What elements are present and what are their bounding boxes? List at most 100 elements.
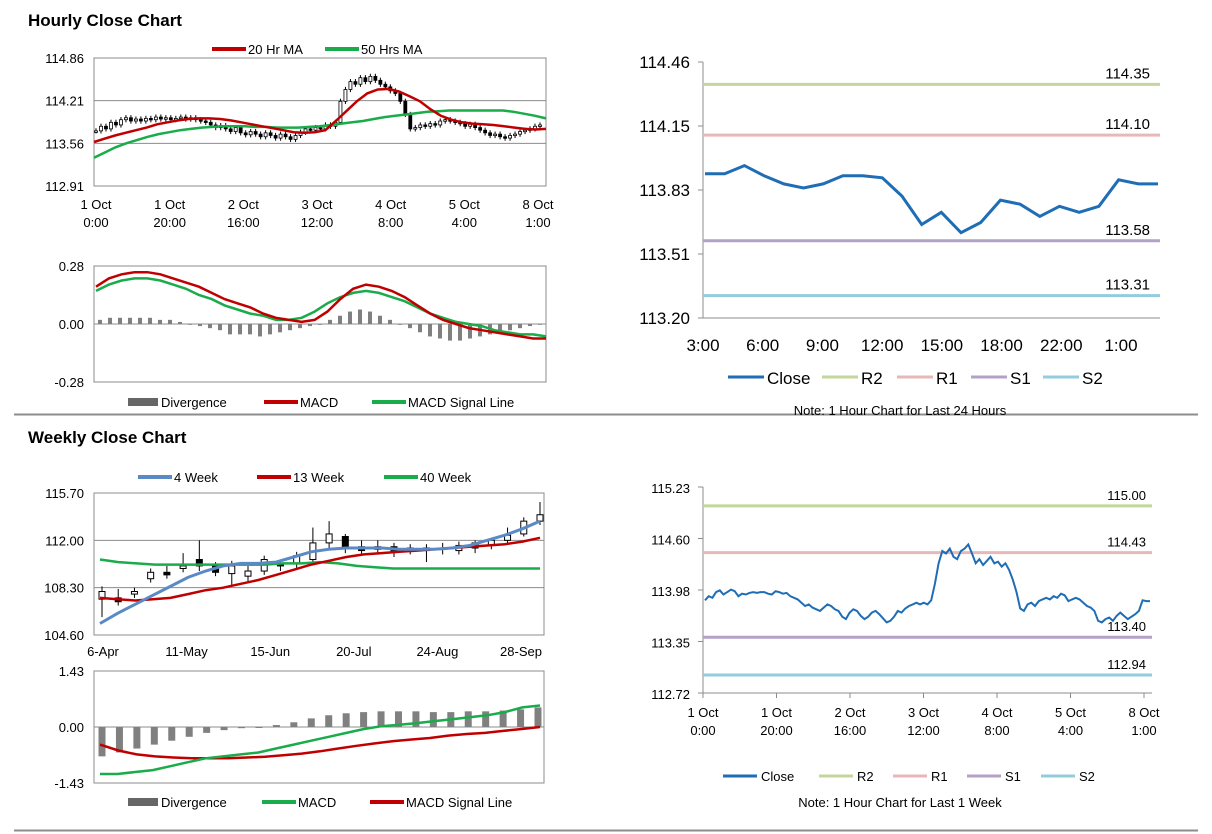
legend-label-s1: S1 [1010, 369, 1031, 388]
divergence-bar [218, 324, 222, 331]
candle-body [158, 116, 163, 120]
legend-swatch-divergence [128, 798, 158, 806]
candle-body [198, 119, 203, 122]
divergence-bar [328, 319, 332, 324]
x-tick-label: 22:00 [1040, 336, 1083, 355]
divergence-bar [133, 727, 141, 749]
candle-body [208, 121, 213, 126]
y-tick-label: 108.30 [44, 581, 84, 596]
candle-body [238, 127, 243, 134]
x-tick-label: 24-Aug [416, 644, 458, 659]
candle-body [488, 132, 493, 136]
x-tick-label-time: 8:00 [378, 215, 403, 230]
candle-body [283, 133, 288, 138]
candle-body [378, 79, 383, 85]
legend-label-close: Close [761, 769, 794, 784]
y-tick-label: 114.60 [651, 533, 690, 548]
y-tick-label: 0.28 [59, 259, 84, 274]
level-label-r2: 115.00 [1107, 488, 1146, 503]
level-label-r1: 114.43 [1107, 535, 1146, 550]
weekly-price-legend: 4 Week 13 Week 40 Week [138, 470, 472, 485]
y-tick-label: 114.15 [639, 117, 690, 136]
y-tick-label: 115.70 [45, 486, 84, 501]
divergence-bar [98, 727, 106, 757]
divergence-bar [158, 319, 162, 324]
divergence-bar [377, 711, 385, 727]
weekly-macd-chart: 1.43 0.00 -1.43 Divergence MACD MACD Signa… [54, 664, 545, 810]
divergence-bar [203, 727, 211, 733]
x-tick-label-date: 2 Oct [834, 705, 865, 720]
ma4-line [99, 519, 541, 625]
candle-body [363, 77, 368, 83]
divergence-bar [168, 727, 176, 741]
candle-body [518, 131, 522, 135]
candle-body [433, 123, 438, 126]
x-tick-label-time: 12:00 [907, 723, 940, 738]
divergence-bar [288, 324, 292, 331]
y-tick-label: -1.43 [54, 776, 84, 791]
level-label-r1: 114.10 [1105, 116, 1150, 133]
x-tick-label-date: 1 Oct [761, 705, 792, 720]
candle-body [163, 571, 171, 576]
candle-body [134, 118, 138, 122]
candle-body [341, 535, 349, 548]
macd-line [95, 270, 546, 340]
candle-body [109, 121, 113, 130]
candle-body [243, 132, 248, 136]
divergence-bar [307, 718, 315, 727]
candle-body [148, 117, 153, 121]
candle-body [293, 135, 298, 140]
x-tick-label-time: 20:00 [760, 723, 793, 738]
candle-body [408, 114, 413, 130]
divergence-bar [268, 324, 272, 335]
y-tick-label: 114.86 [45, 51, 84, 66]
divergence-bar [198, 324, 202, 327]
weekly-price-plot-frame [93, 492, 545, 636]
x-tick-label-time: 4:00 [1058, 723, 1083, 738]
candle-body [119, 119, 123, 126]
divergence-bar [499, 710, 507, 727]
candle-body [138, 118, 143, 122]
y-tick-label: -0.28 [54, 375, 84, 390]
hourly-levels-chart: 114.35 114.10 113.58 113.31 114.46 114.15 113… [639, 53, 1160, 418]
x-tick-label-date: 5 Oct [1055, 705, 1086, 720]
divergence-bar [464, 711, 472, 727]
candle-body [373, 75, 378, 81]
legend-label-r2: R2 [861, 369, 883, 388]
divergence-bar [482, 711, 490, 727]
divergence-bar [138, 317, 142, 324]
macd-signal-line [99, 725, 541, 760]
hourly-levels-legend: Close R2 R1 S1 S2 [728, 369, 1103, 388]
candle-body [168, 117, 173, 121]
x-tick-label-time: 1:00 [525, 215, 550, 230]
divergence-bar [228, 324, 232, 335]
candle-body [318, 127, 323, 130]
macd-signal-line [95, 277, 547, 338]
y-tick-label: 112.72 [651, 687, 690, 702]
x-tick-label-date: 5 Oct [449, 197, 480, 212]
divergence-bar [108, 317, 112, 324]
divergence-bar [338, 315, 342, 324]
y-tick-label: 112.91 [45, 179, 84, 194]
y-tick-label: 115.23 [651, 481, 690, 496]
divergence-bar [428, 324, 432, 337]
candle-body [368, 75, 373, 83]
y-tick-label: 112.00 [45, 533, 84, 548]
candle-body [523, 129, 527, 133]
candle-body [147, 571, 155, 580]
divergence-bar [208, 324, 212, 329]
level-label-r2: 114.35 [1105, 65, 1150, 82]
x-tick-label: 6-Apr [87, 644, 119, 659]
divergence-bar [290, 722, 298, 727]
y-tick-label: 0.00 [59, 317, 84, 332]
y-tick-label: 1.43 [59, 664, 84, 679]
divergence-bar [438, 324, 442, 339]
x-tick-label-date: 4 Oct [981, 705, 1012, 720]
candle-body [288, 136, 293, 140]
divergence-bar [238, 324, 242, 335]
legend-label-20hr-ma: 20 Hr MA [248, 42, 303, 57]
hourly-section-title: Hourly Close Chart [28, 11, 182, 30]
x-tick-label-date: 2 Oct [228, 197, 259, 212]
x-tick-label-date: 8 Oct [522, 197, 553, 212]
